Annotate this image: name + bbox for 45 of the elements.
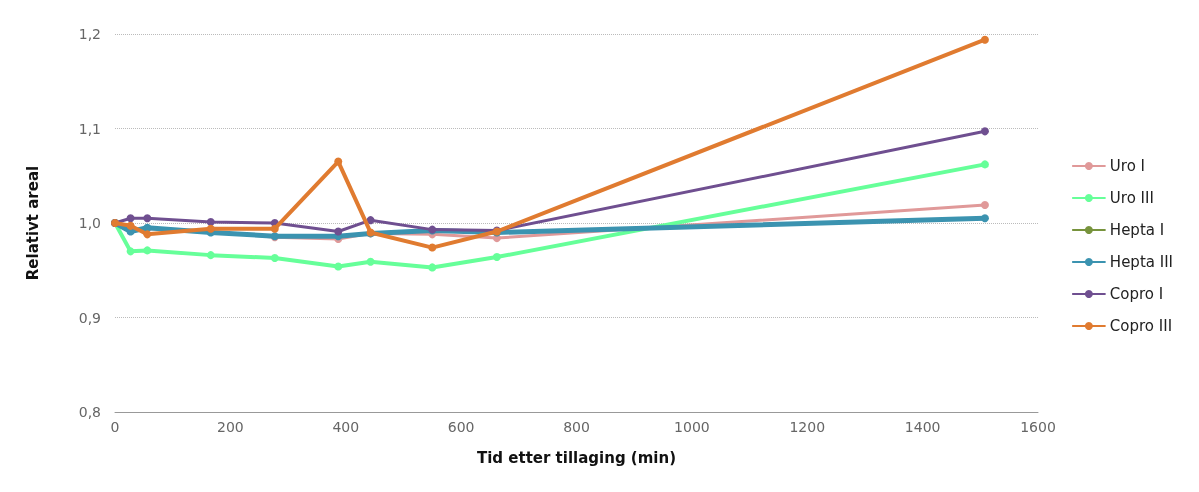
y-axis-title: Relativt areal bbox=[23, 165, 42, 281]
y-tick-label: 1,0 bbox=[78, 215, 101, 231]
point bbox=[366, 257, 375, 266]
point bbox=[206, 251, 215, 260]
point bbox=[334, 227, 343, 236]
point bbox=[980, 201, 989, 210]
legend-label: Copro I bbox=[1109, 285, 1164, 303]
x-tick-label: 400 bbox=[332, 419, 360, 435]
y-tick-label: 0,9 bbox=[78, 309, 101, 326]
point bbox=[366, 216, 375, 225]
point bbox=[143, 214, 152, 223]
point bbox=[334, 157, 343, 166]
x-axis-title: Tid etter tillaging (min) bbox=[476, 448, 677, 467]
y-tick-label: 1,2 bbox=[78, 26, 101, 42]
point bbox=[980, 127, 989, 136]
point bbox=[126, 214, 135, 223]
point bbox=[980, 35, 989, 44]
x-tick-label: 1600 bbox=[1020, 419, 1056, 435]
x-tick-label: 200 bbox=[217, 419, 244, 435]
point bbox=[270, 253, 279, 262]
point bbox=[143, 246, 152, 255]
point bbox=[428, 263, 437, 272]
point bbox=[126, 247, 135, 256]
legend-label: Copro III bbox=[1109, 317, 1173, 335]
x-tick-label: 1200 bbox=[789, 419, 826, 435]
y-tick-label: 0,8 bbox=[78, 404, 101, 420]
legend-label: Hepta III bbox=[1109, 253, 1174, 271]
point bbox=[270, 224, 279, 233]
point bbox=[980, 214, 989, 223]
legend-label: Hepta I bbox=[1109, 221, 1165, 239]
point bbox=[206, 218, 215, 227]
legend-label: Uro I bbox=[1109, 157, 1146, 175]
x-tick-label: 800 bbox=[563, 419, 590, 435]
x-tick-label: 0 bbox=[110, 419, 120, 435]
point bbox=[126, 221, 135, 230]
point bbox=[428, 243, 437, 252]
x-tick-label: 1400 bbox=[904, 419, 941, 435]
point bbox=[334, 262, 343, 271]
point bbox=[143, 230, 152, 239]
y-tick-label: 1,1 bbox=[78, 120, 101, 137]
legend-label: Uro III bbox=[1109, 189, 1154, 207]
x-tick-label: 1000 bbox=[674, 419, 710, 435]
point bbox=[492, 253, 501, 262]
point bbox=[980, 160, 989, 169]
x-tick-label: 600 bbox=[447, 419, 475, 435]
